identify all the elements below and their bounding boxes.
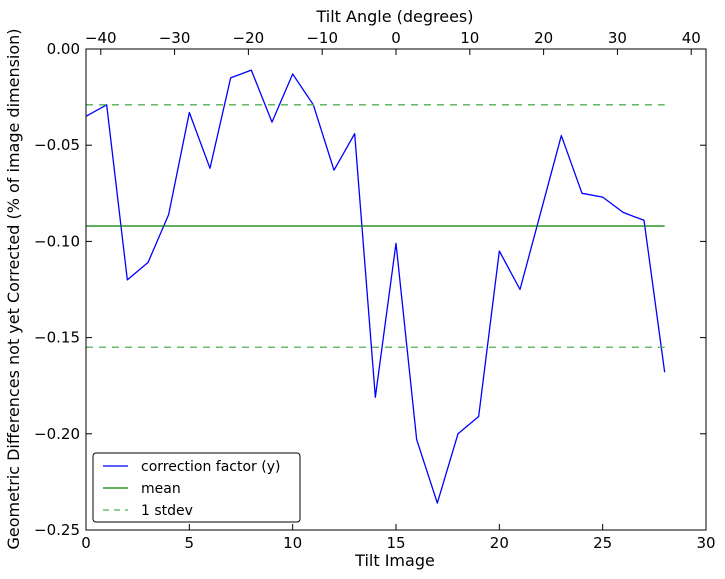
- y-tick-label: 0.00: [47, 40, 80, 58]
- axes-layer: 0 5 10 15 20 25 30 0.00 −0.05 −0.10 −0.15 −0.20 −0.2…: [34, 29, 716, 552]
- x-tick-label: 25: [593, 534, 612, 552]
- top-tick-label: 40: [682, 29, 701, 47]
- y-tick-label: −0.05: [34, 136, 80, 154]
- top-tick-label: −10: [306, 29, 338, 47]
- series-layer: [85, 69, 666, 504]
- legend-label-correction-factor: correction factor (y): [141, 459, 280, 475]
- legend-box: [92, 452, 301, 523]
- x-tick-label: 0: [81, 534, 91, 552]
- series-line-correction-factor-y: [85, 69, 666, 504]
- y-tick-label: −0.15: [34, 329, 80, 347]
- x-tick-label: 5: [185, 534, 195, 552]
- x-tick-label: 20: [490, 534, 509, 552]
- top-tick-label: −40: [85, 29, 117, 47]
- y-tick-label: −0.20: [34, 425, 80, 443]
- x-tick-label: 10: [283, 534, 302, 552]
- x-axis-title: Tilt Image: [354, 551, 435, 570]
- y-axis-title: Geometric Differences not yet Corrected …: [4, 28, 23, 549]
- legend: correction factor (y) mean 1 stdev: [92, 452, 301, 523]
- y-tick-label: −0.25: [34, 521, 80, 539]
- legend-label-mean: mean: [141, 481, 181, 497]
- top-tick-label: −30: [159, 29, 191, 47]
- top-tick-label: −20: [233, 29, 265, 47]
- top-tick-label: 10: [460, 29, 479, 47]
- x-tick-label: 15: [386, 534, 405, 552]
- top-tick-label: 30: [608, 29, 627, 47]
- top-x-axis-title: Tilt Angle (degrees): [315, 7, 473, 26]
- top-tick-label: 20: [534, 29, 553, 47]
- x-tick-label: 30: [696, 534, 715, 552]
- y-tick-label: −0.10: [34, 232, 80, 250]
- top-tick-label: 0: [391, 29, 401, 47]
- legend-label-stdev: 1 stdev: [141, 503, 193, 519]
